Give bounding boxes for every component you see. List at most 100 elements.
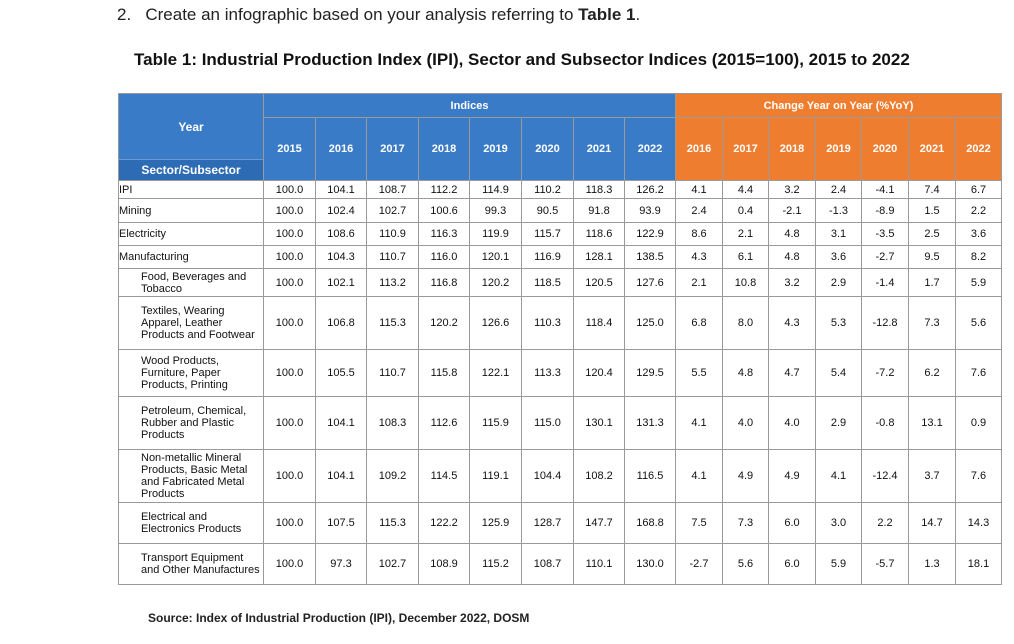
table-row: Mining 100.0 102.4 102.7 100.6 99.3 90.5 91.8 93…	[118, 198, 1002, 223]
index-value-cell: 122.9	[624, 222, 676, 246]
index-value-cell: 116.5	[624, 449, 676, 503]
change-value-cell: 2.4	[815, 180, 862, 199]
change-value-cell: 7.5	[675, 502, 723, 544]
change-value-cell: 5.9	[955, 268, 1002, 297]
change-value-cell: 4.1	[815, 449, 862, 503]
index-value-cell: 120.2	[469, 268, 522, 297]
index-value-cell: 110.9	[366, 222, 419, 246]
sector-label: Manufacturing	[118, 245, 264, 269]
index-value-cell: 93.9	[624, 198, 676, 223]
index-value-cell: 126.6	[469, 296, 522, 350]
index-value-cell: 97.3	[315, 543, 367, 585]
change-value-cell: 9.5	[908, 245, 956, 269]
change-value-cell: 6.0	[768, 543, 816, 585]
question-text: Create an infographic based on your anal…	[145, 5, 579, 24]
index-value-cell: 109.2	[366, 449, 419, 503]
index-value-cell: 108.2	[573, 449, 625, 503]
table-row: Wood Products, Furniture, Paper Products…	[118, 349, 1002, 397]
index-value-cell: 90.5	[521, 198, 574, 223]
table-row: Electrical and Electronics Products 100.0…	[118, 502, 1002, 544]
index-year-header: 2021	[573, 117, 625, 181]
index-value-cell: 108.7	[366, 180, 419, 199]
index-value-cell: 120.4	[573, 349, 625, 397]
index-value-cell: 99.3	[469, 198, 522, 223]
change-value-cell: 1.5	[908, 198, 956, 223]
index-value-cell: 127.6	[624, 268, 676, 297]
index-value-cell: 100.0	[263, 296, 316, 350]
index-value-cell: 130.0	[624, 543, 676, 585]
change-header: Change Year on Year (%YoY)	[675, 92, 1002, 119]
change-value-cell: 4.8	[768, 245, 816, 269]
index-value-cell: 147.7	[573, 502, 625, 544]
change-value-cell: 18.1	[955, 543, 1002, 585]
index-value-cell: 115.0	[521, 396, 574, 450]
change-value-cell: -3.5	[861, 222, 909, 246]
index-value-cell: 108.3	[366, 396, 419, 450]
change-value-cell: 14.3	[955, 502, 1002, 544]
change-value-cell: 1.3	[908, 543, 956, 585]
change-value-cell: 2.5	[908, 222, 956, 246]
change-value-cell: -12.4	[861, 449, 909, 503]
change-value-cell: 4.3	[768, 296, 816, 350]
sector-label: Textiles, Wearing Apparel, Leather Produ…	[118, 296, 264, 350]
question-number: 2.	[117, 5, 132, 24]
index-value-cell: 119.9	[469, 222, 522, 246]
change-year-header: 2021	[908, 117, 956, 181]
index-value-cell: 110.1	[573, 543, 625, 585]
change-value-cell: 3.2	[768, 180, 816, 199]
change-value-cell: -8.9	[861, 198, 909, 223]
change-value-cell: 5.4	[815, 349, 862, 397]
sector-label: IPI	[118, 180, 264, 199]
index-value-cell: 119.1	[469, 449, 522, 503]
index-value-cell: 102.4	[315, 198, 367, 223]
change-value-cell: 6.2	[908, 349, 956, 397]
change-value-cell: -1.4	[861, 268, 909, 297]
index-value-cell: 100.0	[263, 198, 316, 223]
change-value-cell: 6.8	[675, 296, 723, 350]
change-value-cell: 2.1	[722, 222, 769, 246]
index-value-cell: 131.3	[624, 396, 676, 450]
change-value-cell: -4.1	[861, 180, 909, 199]
question-instruction: 2. Create an infographic based on your a…	[117, 5, 640, 25]
index-value-cell: 168.8	[624, 502, 676, 544]
change-value-cell: 8.6	[675, 222, 723, 246]
index-value-cell: 104.1	[315, 449, 367, 503]
change-value-cell: 5.6	[722, 543, 769, 585]
change-value-cell: -1.3	[815, 198, 862, 223]
index-value-cell: 116.9	[521, 245, 574, 269]
index-value-cell: 115.8	[418, 349, 470, 397]
change-value-cell: 4.0	[722, 396, 769, 450]
index-value-cell: 100.0	[263, 268, 316, 297]
change-value-cell: 3.2	[768, 268, 816, 297]
index-year-header: 2022	[624, 117, 676, 181]
index-value-cell: 118.6	[573, 222, 625, 246]
change-value-cell: 1.7	[908, 268, 956, 297]
change-value-cell: 5.6	[955, 296, 1002, 350]
index-value-cell: 112.6	[418, 396, 470, 450]
table-row: Non-metallic Mineral Products, Basic Met…	[118, 449, 1002, 503]
year-row: 2015 2016 2017 2018 2019 2020 2021 2022 2016 2017…	[119, 117, 1002, 181]
sector-label: Mining	[118, 198, 264, 223]
index-value-cell: 104.1	[315, 396, 367, 450]
year-header: Year	[119, 94, 263, 159]
index-value-cell: 104.4	[521, 449, 574, 503]
change-value-cell: 4.0	[768, 396, 816, 450]
table-row: Textiles, Wearing Apparel, Leather Produ…	[118, 296, 1002, 350]
change-value-cell: 3.7	[908, 449, 956, 503]
change-value-cell: 4.1	[675, 449, 723, 503]
index-value-cell: 113.2	[366, 268, 419, 297]
index-value-cell: 120.1	[469, 245, 522, 269]
index-value-cell: 105.5	[315, 349, 367, 397]
change-value-cell: 4.1	[675, 180, 723, 199]
sector-label: Electrical and Electronics Products	[118, 502, 264, 544]
change-value-cell: 4.4	[722, 180, 769, 199]
index-value-cell: 138.5	[624, 245, 676, 269]
change-value-cell: -12.8	[861, 296, 909, 350]
question-end: .	[635, 5, 641, 24]
index-value-cell: 129.5	[624, 349, 676, 397]
index-value-cell: 128.7	[521, 502, 574, 544]
index-year-header: 2017	[366, 117, 419, 181]
change-value-cell: 0.9	[955, 396, 1002, 450]
question-table-ref: Table 1	[578, 5, 636, 24]
change-value-cell: 4.3	[675, 245, 723, 269]
